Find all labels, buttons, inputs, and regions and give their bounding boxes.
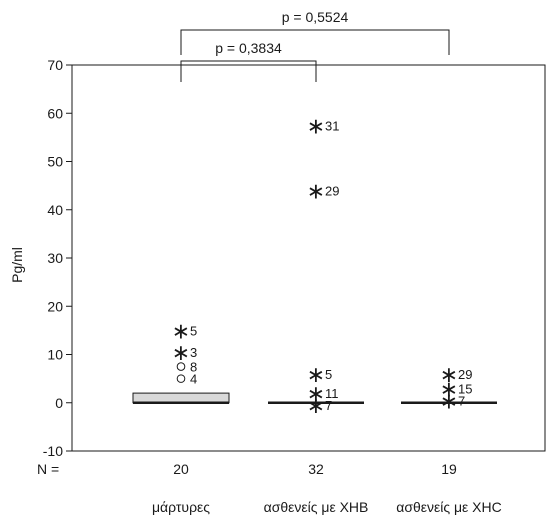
- outlier-circle: [176, 362, 186, 371]
- group-label: μάρτυρες: [152, 499, 210, 515]
- outlier-label: 31: [325, 118, 339, 133]
- y-axis-title: Pg/ml: [9, 247, 25, 283]
- y-tick-label: 50: [47, 154, 63, 170]
- outlier-label: 5: [190, 323, 197, 338]
- group-label: ασθενείς με ΧΗΒ: [264, 499, 369, 515]
- n-label: N =: [37, 461, 59, 477]
- extreme-star: ∗: [307, 382, 325, 407]
- y-tick-label: 60: [47, 105, 63, 121]
- outlier-label: 3: [190, 345, 197, 360]
- extreme-star: ∗: [172, 341, 190, 366]
- outlier-label: 29: [325, 183, 339, 198]
- extreme-star: ∗: [307, 179, 325, 204]
- x-axis: 20 μάρτυρες 32 ασθενείς με ΧΗΒ 19 ασθενείς με…: [152, 461, 502, 515]
- outlier-label: 11: [325, 386, 339, 401]
- outlier-label: 15: [458, 381, 472, 396]
- outlier-label: 7: [458, 393, 465, 408]
- significance-bracket: [180, 60, 317, 82]
- y-tick-label: 0: [55, 395, 63, 411]
- extreme-star: ∗: [440, 377, 458, 402]
- p-value-label: p = 0,3834: [215, 40, 282, 56]
- y-tick-label: 40: [47, 202, 63, 218]
- y-tick-label: 20: [47, 298, 63, 314]
- y-tick-label: 10: [47, 347, 63, 363]
- outlier-label: 7: [325, 398, 332, 413]
- extreme-star: ∗: [307, 394, 325, 419]
- n-value: 20: [173, 461, 189, 477]
- n-value: 19: [441, 461, 457, 477]
- group-label: ασθενείς με ΧΗC: [396, 499, 502, 515]
- extreme-star: ∗: [307, 114, 325, 139]
- y-tick-label: -10: [43, 443, 63, 459]
- outliers: ∗ 5∗ 384∗ 31∗ 29∗ 5∗ 11∗ 7∗ 29∗ 15∗ 7: [172, 114, 473, 419]
- outlier-label: 4: [190, 372, 197, 387]
- p-value-label: p = 0,5524: [282, 9, 349, 25]
- y-tick-label: 70: [47, 57, 63, 73]
- extreme-star: ∗: [172, 319, 190, 344]
- outlier-circle: [176, 374, 186, 383]
- boxes: [132, 392, 497, 404]
- n-value: 32: [308, 461, 324, 477]
- outlier-label: 5: [325, 367, 332, 382]
- y-axis: -10 0 10 20 30 40 50 60 70: [43, 57, 72, 459]
- extreme-star: ∗: [307, 363, 325, 388]
- outlier-label: 29: [458, 367, 472, 382]
- y-tick-label: 30: [47, 250, 63, 266]
- box: [132, 392, 230, 404]
- outlier-label: 8: [190, 360, 197, 375]
- extreme-star: ∗: [440, 389, 458, 414]
- significance-bracket: [180, 29, 450, 55]
- extreme-star: ∗: [440, 363, 458, 388]
